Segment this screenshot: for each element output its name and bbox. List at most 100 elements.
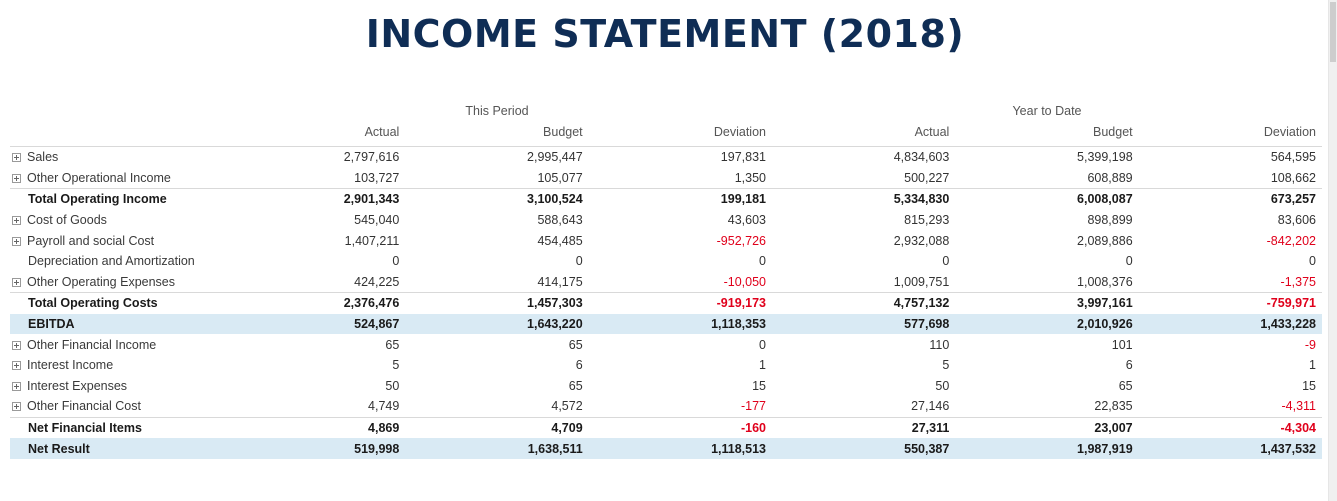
row-label: Other Operating Expenses [27, 274, 175, 289]
cell-ytd-deviation: -9 [1304, 337, 1316, 352]
cell-tp-deviation: 197,831 [720, 150, 766, 165]
row-label-cell: Total Operating Income [10, 188, 222, 210]
cell-ytd-deviation: -4,304 [1138, 416, 1322, 439]
cell-ytd-deviation: 1,437,532 [1138, 438, 1322, 459]
cell-tp-deviation: 43,603 [727, 213, 766, 228]
column-header-ytd-actual[interactable]: Actual [771, 118, 956, 147]
cell-tp-deviation: 1,350 [734, 170, 766, 185]
cell-tp-deviation: -160 [588, 416, 772, 439]
expand-plus-icon[interactable] [12, 153, 21, 163]
cell-tp-actual: 2,376,476 [222, 292, 406, 314]
row-label: EBITDA [28, 317, 75, 332]
row-label-cell: EBITDA [10, 313, 222, 335]
cell-tp-actual: 545,040 [354, 213, 400, 228]
cell-ytd-budget: 23,007 [955, 416, 1139, 439]
vertical-scrollbar[interactable] [1328, 0, 1337, 501]
income-statement-table-container: This Period Year to Date Actual Budget D… [10, 94, 1322, 459]
cell-tp-deviation: 1 [759, 358, 766, 373]
cell-ytd-actual: 50 [935, 378, 950, 393]
cell-ytd-budget: 101 [1111, 337, 1133, 352]
cell-tp-budget: 1,643,220 [405, 313, 589, 335]
cell-tp-budget: 588,643 [537, 213, 583, 228]
table-row-other-financial-cost[interactable]: Other Financial Cost 4,749 4,572 -177 27,146… [10, 396, 1322, 417]
row-label-cell: Other Financial Income [10, 334, 222, 355]
column-header-tp-budget[interactable]: Budget [405, 118, 589, 147]
cell-ytd-actual: 500,227 [904, 170, 950, 185]
corner-header [10, 94, 222, 118]
expand-plus-icon[interactable] [12, 236, 21, 246]
scrollbar-thumb[interactable] [1330, 2, 1336, 62]
row-label: Net Financial Items [28, 421, 142, 436]
cell-ytd-actual: 4,757,132 [771, 292, 956, 314]
cell-tp-deviation: -919,173 [588, 292, 772, 314]
cell-tp-budget: 3,100,524 [405, 188, 589, 210]
expand-plus-icon[interactable] [12, 340, 21, 350]
row-label: Depreciation and Amortization [28, 254, 195, 269]
cell-tp-budget: 414,175 [537, 274, 583, 289]
cell-tp-actual: 0 [392, 254, 400, 269]
group-header-year-to-date: Year to Date [1012, 104, 1082, 118]
table-row-payroll-and-social-cost[interactable]: Payroll and social Cost 1,407,211 454,485 -… [10, 230, 1322, 251]
expand-plus-icon[interactable] [12, 361, 21, 371]
row-label-cell: Payroll and social Cost [10, 230, 222, 251]
table-row-interest-income[interactable]: Interest Income 5 6 1 5 6 1 [10, 355, 1322, 376]
row-label-cell: Sales [10, 147, 222, 168]
table-row-depreciation-and-amortization: Depreciation and Amortization 0 0 0 0 0 0 [10, 251, 1322, 272]
cell-ytd-deviation: 1 [1309, 358, 1316, 373]
cell-ytd-deviation: -759,971 [1138, 292, 1322, 314]
cell-ytd-actual: 27,146 [911, 399, 950, 414]
row-label: Total Operating Costs [28, 296, 158, 311]
cell-ytd-actual: 4,834,603 [893, 150, 950, 165]
row-label-cell: Interest Expenses [10, 376, 222, 397]
column-header-ytd-budget[interactable]: Budget [955, 118, 1139, 147]
cell-tp-actual: 2,797,616 [343, 150, 400, 165]
table-row-ebitda: EBITDA 524,867 1,643,220 1,118,353 577,698 2,… [10, 313, 1322, 335]
cell-tp-budget: 4,572 [551, 399, 583, 414]
cell-tp-actual: 4,749 [368, 399, 400, 414]
cell-ytd-budget: 608,889 [1087, 170, 1133, 185]
cell-ytd-deviation: -1,375 [1280, 274, 1316, 289]
cell-tp-actual: 5 [392, 358, 400, 373]
expand-plus-icon[interactable] [12, 381, 21, 391]
column-header-tp-deviation[interactable]: Deviation [588, 118, 772, 147]
cell-tp-budget: 4,709 [405, 416, 589, 439]
cell-ytd-budget: 2,010,926 [955, 313, 1139, 335]
row-label-cell: Total Operating Costs [10, 292, 222, 314]
table-row-sales[interactable]: Sales 2,797,616 2,995,447 197,831 4,834,603 5… [10, 147, 1322, 168]
table-row-cost-of-goods[interactable]: Cost of Goods 545,040 588,643 43,603 815,293… [10, 210, 1322, 231]
cell-ytd-actual: 27,311 [771, 416, 956, 439]
label-column-header [10, 118, 222, 147]
row-label: Net Result [28, 441, 90, 456]
row-label-cell: Net Financial Items [10, 416, 222, 439]
cell-tp-actual: 103,727 [354, 170, 400, 185]
row-label: Interest Expenses [27, 378, 128, 393]
cell-ytd-budget: 3,997,161 [955, 292, 1139, 314]
expand-plus-icon[interactable] [12, 216, 21, 226]
expand-plus-icon[interactable] [12, 402, 21, 412]
expand-plus-icon[interactable] [12, 277, 21, 287]
row-label: Cost of Goods [27, 213, 107, 228]
cell-tp-actual: 424,225 [354, 274, 400, 289]
cell-tp-budget: 1,638,511 [405, 438, 589, 459]
cell-tp-deviation: -952,726 [716, 233, 766, 248]
cell-ytd-deviation: 15 [1302, 378, 1316, 393]
table-row-other-operational-income[interactable]: Other Operational Income 103,727 105,077 1,… [10, 168, 1322, 189]
cell-ytd-budget: 65 [1118, 378, 1133, 393]
cell-ytd-actual: 577,698 [771, 313, 956, 335]
row-label: Other Financial Cost [27, 399, 141, 414]
cell-ytd-budget: 0 [1125, 254, 1133, 269]
column-header-ytd-deviation[interactable]: Deviation [1138, 118, 1322, 147]
expand-plus-icon[interactable] [12, 173, 21, 183]
row-label: Other Operational Income [27, 170, 171, 185]
cell-ytd-actual: 550,387 [771, 438, 956, 459]
cell-tp-deviation: 0 [759, 254, 766, 269]
table-row-other-operating-expenses[interactable]: Other Operating Expenses 424,225 414,175 -1… [10, 272, 1322, 293]
table-row-interest-expenses[interactable]: Interest Expenses 50 65 15 50 65 15 [10, 376, 1322, 397]
cell-ytd-deviation: -4,311 [1281, 399, 1316, 414]
table-row-other-financial-income[interactable]: Other Financial Income 65 65 0 110 101 -9 [10, 334, 1322, 355]
cell-ytd-actual: 5,334,830 [771, 188, 956, 210]
row-label: Other Financial Income [27, 337, 157, 352]
column-header-tp-actual[interactable]: Actual [222, 118, 406, 147]
cell-tp-budget: 65 [568, 378, 583, 393]
cell-ytd-deviation: 673,257 [1138, 188, 1322, 210]
